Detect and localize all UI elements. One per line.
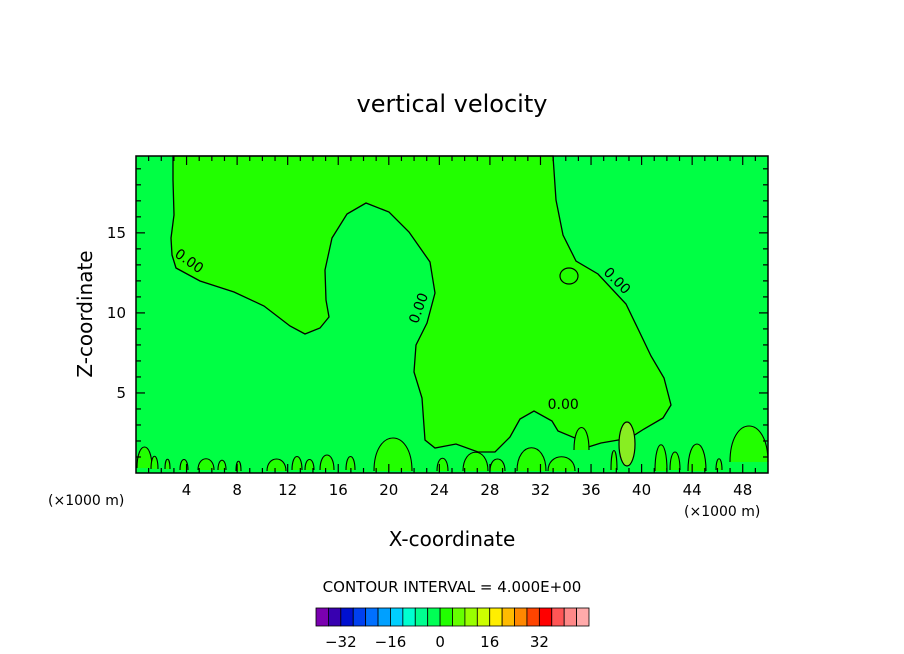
y-unit-label: (×1000 m) (48, 493, 124, 509)
positive-region (171, 156, 671, 452)
colorbar-swatch (464, 607, 478, 627)
boundary-cell (654, 444, 668, 472)
colorbar-swatch (514, 607, 528, 627)
x-tick-label: 8 (232, 481, 242, 499)
boundary-cell (547, 456, 576, 472)
x-axis-label: X-coordinate (389, 527, 516, 551)
colorbar-swatch (328, 607, 342, 627)
colorbar-swatch (476, 607, 491, 627)
colorbar-swatch (526, 607, 540, 627)
colorbar-swatch (563, 607, 577, 627)
colorbar-swatch (576, 607, 590, 627)
colorbar-tick-label: 32 (530, 633, 549, 651)
closed-contour-small (559, 267, 579, 285)
boundary-cell (669, 451, 681, 471)
x-tick-label: 40 (632, 481, 651, 499)
boundary-cell (373, 437, 413, 472)
colorbar-swatch (352, 607, 367, 627)
boundary-cell (345, 455, 356, 471)
boundary-cell (217, 459, 227, 471)
y-tick-label: 10 (107, 304, 126, 322)
boundary-cell (715, 458, 723, 471)
contour-label: 0.00 (548, 397, 579, 413)
colorbar-swatch (439, 607, 453, 627)
x-tick-label: 36 (581, 481, 600, 499)
boundary-cell (150, 455, 159, 470)
colorbar-tick-label: −16 (375, 633, 407, 651)
colorbar: −32 −16 0 16 32 (315, 607, 590, 651)
colorbar-tick-label: −32 (325, 633, 357, 651)
plot-area: 0.000.000.000.004 8 12 16 20 24 28 32 36 40 44 4851… (107, 155, 769, 499)
colorbar-swatch (452, 607, 466, 627)
colorbar-swatch (340, 607, 354, 627)
colorbar-swatch (365, 607, 379, 627)
x-unit-label: (×1000 m) (684, 504, 760, 520)
boundary-cell (291, 455, 303, 471)
boundary-cell (729, 425, 769, 463)
chart-title: vertical velocity (357, 90, 548, 118)
x-tick-label: 24 (430, 481, 449, 499)
y-axis-label: Z-coordinate (73, 250, 97, 377)
boundary-cell (462, 451, 489, 472)
x-tick-label: 4 (182, 481, 192, 499)
colorbar-swatch (377, 607, 391, 627)
y-tick-label: 15 (107, 224, 126, 242)
boundary-cell (304, 458, 315, 471)
colorbar-swatch (315, 607, 329, 627)
colorbar-swatch (489, 607, 503, 627)
boundary-cell (266, 458, 287, 472)
contour-interval-text: CONTOUR INTERVAL = 4.000E+00 (323, 578, 582, 596)
boundary-cell (573, 427, 590, 451)
boundary-cell (319, 454, 335, 471)
colorbar-swatch (402, 607, 416, 627)
x-tick-label: 44 (683, 481, 702, 499)
colorbar-tick-label: 0 (435, 633, 445, 651)
colorbar-swatch (551, 607, 565, 627)
boundary-cell (164, 458, 171, 470)
colorbar-swatch (501, 607, 515, 627)
zero-contour-main (170, 155, 672, 453)
colorbar-swatch (427, 607, 441, 627)
colorbar-tick-label: 16 (480, 633, 499, 651)
boundary-cell (610, 449, 618, 471)
x-tick-label: 32 (531, 481, 550, 499)
boundary-cell (197, 458, 215, 471)
x-tick-label: 16 (329, 481, 348, 499)
colorbar-swatch (414, 607, 429, 627)
x-tick-label: 48 (733, 481, 752, 499)
boundary-cell (516, 447, 547, 472)
colorbar-swatch (390, 607, 404, 627)
x-tick-label: 12 (278, 481, 297, 499)
x-tick-label: 20 (379, 481, 398, 499)
colorbar-swatch (538, 607, 553, 627)
x-tick-label: 28 (480, 481, 499, 499)
y-tick-label: 5 (116, 384, 126, 402)
updraft-cell (618, 421, 636, 467)
